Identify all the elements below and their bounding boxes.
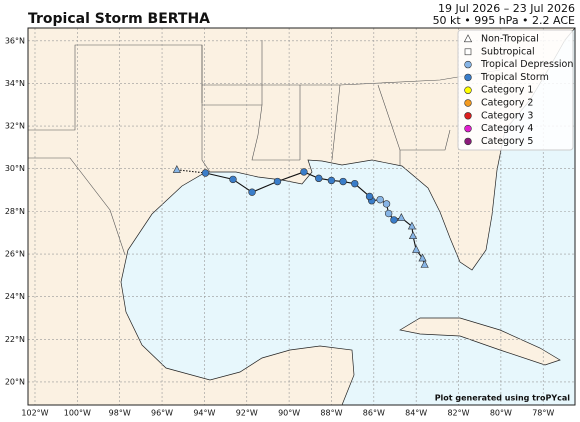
track-point: [418, 253, 427, 262]
legend-label: Category 3: [481, 110, 533, 121]
x-tick-label: 86°W: [363, 409, 385, 418]
y-tick-label: 24°N: [5, 292, 25, 301]
y-tick-label: 36°N: [5, 36, 25, 45]
track-point: [384, 209, 393, 218]
x-tick-label: 88°W: [320, 409, 342, 418]
x-tick-label: 94°W: [193, 409, 215, 418]
legend-label: Subtropical: [481, 46, 535, 57]
credit: Plot generated using troPYcal: [435, 394, 571, 403]
track-segment: [251, 181, 278, 193]
track-point: [408, 231, 418, 240]
track-point: [382, 200, 391, 208]
x-tick-label: 90°W: [278, 409, 300, 418]
track-segment: [277, 171, 305, 183]
track-point: [365, 192, 374, 201]
track-point: [327, 176, 336, 185]
x-tick-label: 96°W: [151, 409, 173, 418]
legend-box: [457, 29, 574, 151]
x-tick-label: 92°W: [236, 409, 258, 418]
legend-marker: [464, 73, 472, 82]
track-point: [390, 216, 398, 224]
track-point: [420, 259, 429, 268]
subtitle: 50 kt • 995 hPa • 2.2 ACE: [433, 14, 575, 27]
legend-label: Category 2: [481, 98, 533, 109]
y-tick-label: 28°N: [5, 207, 25, 216]
legend-marker: [464, 86, 472, 94]
track-point: [172, 165, 181, 173]
track-segment: [232, 178, 253, 193]
legend-label: Category 1: [481, 85, 533, 96]
cuba: [399, 317, 561, 366]
track-point: [407, 221, 417, 230]
legend-marker: [464, 112, 472, 120]
x-tick-label: 98°W: [109, 409, 131, 418]
x-tick-label: 82°W: [447, 409, 469, 418]
legend-marker: [464, 124, 472, 133]
x-tick-label: 102°W: [21, 409, 48, 418]
x-tick-label: 100°W: [64, 409, 91, 418]
y-tick-label: 20°N: [5, 377, 25, 386]
legend-label: Category 5: [481, 136, 533, 147]
map-frame: [27, 27, 576, 406]
track-point: [201, 169, 210, 177]
x-tick-label: 80°W: [490, 409, 512, 418]
legend-label: Tropical Depression: [480, 59, 573, 70]
legend-marker: [463, 34, 473, 43]
legend-label: Non-Tropical: [481, 34, 539, 45]
track-point: [315, 174, 323, 183]
track-point: [248, 188, 256, 196]
track-segment: [205, 172, 234, 180]
legend-marker: [464, 99, 472, 107]
y-tick-label: 32°N: [5, 122, 25, 131]
track-point: [412, 245, 421, 253]
legend-marker: [464, 137, 472, 146]
track-point: [273, 177, 282, 186]
land: [27, 27, 576, 406]
x-tick-label: 84°W: [405, 409, 427, 418]
legend-label: Tropical Storm: [480, 72, 549, 83]
subtitle: 19 Jul 2026 – 23 Jul 2026: [438, 2, 575, 15]
track-point: [376, 195, 384, 204]
chart-title: Tropical Storm BERTHA: [28, 11, 210, 27]
track-point: [300, 168, 308, 176]
y-tick-label: 30°N: [5, 164, 25, 173]
legend-marker: [464, 48, 472, 56]
track-point: [397, 213, 406, 221]
legend-label: Category 4: [481, 123, 533, 134]
track-point: [339, 177, 347, 186]
y-tick-label: 34°N: [5, 79, 25, 88]
x-tick-label: 78°W: [532, 409, 554, 418]
y-tick-label: 26°N: [5, 250, 25, 259]
y-tick-label: 22°N: [5, 335, 25, 344]
track-point: [351, 179, 359, 188]
legend-marker: [464, 60, 472, 69]
track-point: [229, 175, 237, 184]
